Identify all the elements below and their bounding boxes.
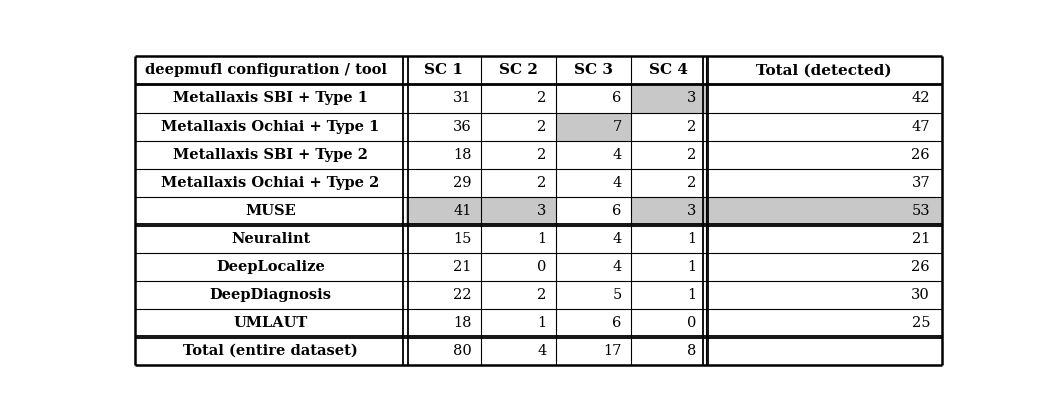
Text: 4: 4 [613,260,621,274]
Text: 2: 2 [537,91,547,106]
Text: 41: 41 [453,203,472,218]
Text: 26: 26 [911,148,930,161]
Bar [631,85,705,113]
Text: DeepDiagnosis: DeepDiagnosis [209,288,331,301]
Text: 0: 0 [537,260,547,274]
Text: SC 4: SC 4 [648,63,687,78]
Text: 2: 2 [687,148,697,161]
Text: 1: 1 [537,231,547,246]
Bar [406,196,480,225]
Text: 4: 4 [537,344,547,358]
Text: 3: 3 [537,203,547,218]
Text: deepmufl configuration / tool: deepmufl configuration / tool [145,63,387,78]
Text: 2: 2 [537,176,547,190]
Text: 2: 2 [537,148,547,161]
Text: 1: 1 [687,260,697,274]
Text: 42: 42 [911,91,930,106]
Text: UMLAUT: UMLAUT [233,316,308,330]
Text: 21: 21 [911,231,930,246]
Text: Neuralint: Neuralint [231,231,310,246]
Text: 29: 29 [453,176,472,190]
Text: 80: 80 [453,344,472,358]
Text: DeepLocalize: DeepLocalize [217,260,325,274]
Text: 3: 3 [687,91,697,106]
Text: 1: 1 [537,316,547,330]
Text: 6: 6 [612,91,621,106]
Text: 21: 21 [453,260,472,274]
Text: 53: 53 [911,203,930,218]
Text: 7: 7 [613,120,621,133]
Text: 30: 30 [911,288,930,301]
Text: 22: 22 [453,288,472,301]
Text: 5: 5 [613,288,621,301]
Text: Metallaxis Ochiai + Type 2: Metallaxis Ochiai + Type 2 [162,176,379,190]
Text: 17: 17 [603,344,621,358]
Text: 4: 4 [613,231,621,246]
Text: 1: 1 [687,288,697,301]
Text: 47: 47 [911,120,930,133]
Text: 2: 2 [537,288,547,301]
Text: 37: 37 [911,176,930,190]
Text: 2: 2 [537,120,547,133]
Text: 4: 4 [613,148,621,161]
Text: 15: 15 [453,231,472,246]
Bar [631,196,705,225]
Text: 26: 26 [911,260,930,274]
Text: Metallaxis Ochiai + Type 1: Metallaxis Ochiai + Type 1 [162,120,379,133]
Text: SC 2: SC 2 [498,63,537,78]
Text: 1: 1 [687,231,697,246]
Text: 2: 2 [687,176,697,190]
Text: 0: 0 [687,316,697,330]
Text: Total (detected): Total (detected) [756,63,891,78]
Text: 3: 3 [687,203,697,218]
Text: Metallaxis SBI + Type 1: Metallaxis SBI + Type 1 [173,91,368,106]
Text: Metallaxis SBI + Type 2: Metallaxis SBI + Type 2 [173,148,368,161]
Text: Total (entire dataset): Total (entire dataset) [183,344,358,358]
Bar [480,196,556,225]
Text: 25: 25 [911,316,930,330]
Text: SC 3: SC 3 [574,63,613,78]
Text: SC 1: SC 1 [424,63,462,78]
Text: 18: 18 [453,316,472,330]
Text: 2: 2 [687,120,697,133]
Text: 6: 6 [612,316,621,330]
Text: MUSE: MUSE [245,203,296,218]
Text: 8: 8 [687,344,697,358]
Text: 36: 36 [453,120,472,133]
Bar [556,113,631,141]
Bar [705,196,942,225]
Text: 4: 4 [613,176,621,190]
Text: 6: 6 [612,203,621,218]
Text: 18: 18 [453,148,472,161]
Text: 31: 31 [453,91,472,106]
